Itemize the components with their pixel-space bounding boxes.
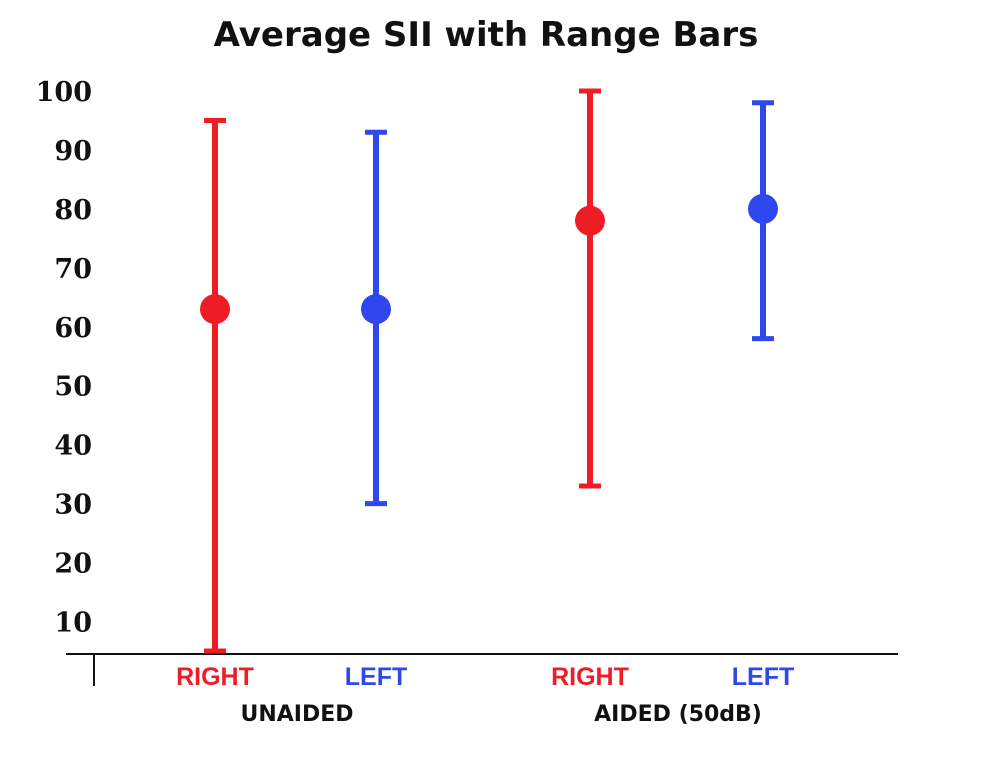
y-tick-label: 30 (54, 490, 92, 521)
chart-title: Average SII with Range Bars (214, 15, 759, 55)
y-tick-label: 90 (54, 136, 92, 167)
x-category-label: RIGHT (176, 663, 254, 691)
x-group-label: AIDED (50dB) (594, 702, 762, 727)
y-tick-label: 100 (36, 77, 92, 108)
y-tick-label: 10 (54, 608, 92, 639)
mean-point (748, 193, 778, 224)
y-tick-label: 50 (54, 372, 92, 403)
x-category-label: LEFT (345, 663, 408, 691)
range-bar-group (361, 129, 391, 507)
mean-point (200, 294, 230, 325)
x-group-label: UNAIDED (240, 702, 353, 727)
y-tick-label: 70 (54, 254, 92, 285)
range-bar-group (748, 100, 778, 342)
mean-point (361, 294, 391, 325)
x-category-label: RIGHT (551, 663, 629, 691)
x-axis-labels: RIGHT LEFT RIGHT LEFT UNAIDED AIDED (50dB) (176, 663, 794, 727)
y-tick-label: 60 (54, 313, 92, 344)
mean-point (575, 205, 605, 236)
x-category-label: LEFT (732, 663, 795, 691)
y-axis-ticks: 100 90 80 70 60 50 40 30 20 10 (36, 77, 92, 639)
y-tick-label: 80 (54, 195, 92, 226)
data-marks (200, 88, 778, 654)
y-tick-label: 40 (54, 431, 92, 462)
y-tick-label: 20 (54, 549, 92, 580)
range-bar-group (575, 88, 605, 489)
range-bar-group (200, 117, 230, 654)
